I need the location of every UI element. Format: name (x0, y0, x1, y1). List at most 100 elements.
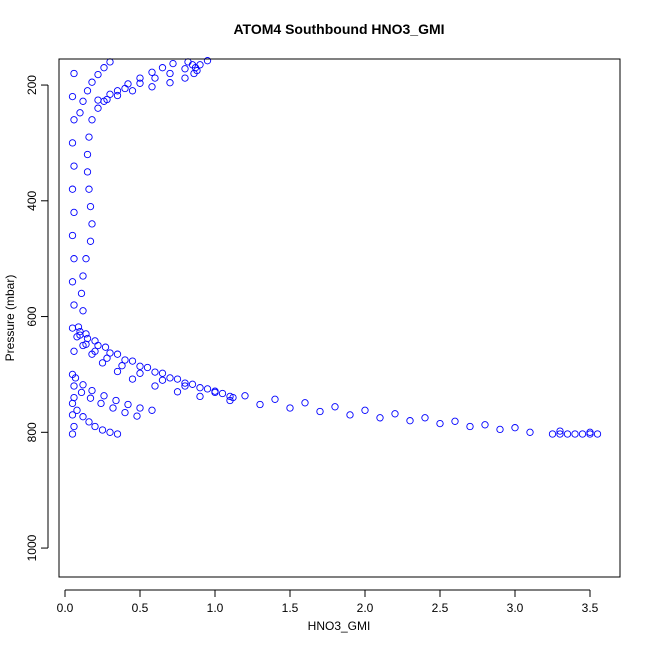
data-point (113, 430, 122, 438)
data-point (86, 202, 95, 211)
data-point (151, 368, 159, 376)
data-point (77, 289, 86, 298)
data-point (83, 168, 92, 176)
data-point (121, 408, 129, 417)
data-point (124, 400, 132, 409)
data-point (70, 255, 78, 263)
data-point (113, 350, 122, 358)
data-point (158, 369, 167, 377)
data-point (88, 116, 96, 124)
data-point (94, 70, 102, 79)
data-point (226, 392, 234, 401)
data-point (79, 307, 87, 315)
data-point (466, 422, 474, 431)
data-point (70, 162, 78, 170)
data-point (190, 69, 198, 78)
data-point (436, 419, 444, 428)
data-point (301, 399, 309, 407)
data-point (211, 388, 219, 397)
data-point (376, 414, 384, 422)
data-point (86, 394, 95, 402)
data-point (83, 87, 92, 95)
data-point (451, 417, 459, 425)
data-point (70, 422, 78, 431)
data-point (511, 424, 519, 432)
data-point (241, 392, 249, 400)
data-point (68, 185, 77, 193)
data-point (166, 69, 174, 78)
data-point (586, 428, 594, 436)
x-tick-label: 0.0 (57, 601, 74, 615)
data-point (100, 64, 108, 72)
data-point (88, 220, 96, 228)
data-point (77, 388, 86, 397)
data-point (106, 58, 114, 66)
x-axis-label: HNO3_GMI (308, 619, 371, 633)
data-point (85, 418, 93, 426)
data-point (70, 347, 78, 355)
y-tick-label: 400 (25, 190, 39, 210)
data-point (98, 426, 107, 434)
data-point (68, 278, 77, 286)
x-tick-label: 1.0 (207, 601, 224, 615)
data-point (128, 375, 137, 383)
data-point (85, 133, 93, 141)
data-point (91, 422, 99, 431)
x-tick-label: 3.0 (507, 601, 524, 615)
data-point (181, 379, 189, 387)
data-point (548, 430, 557, 438)
data-point (106, 428, 114, 436)
data-point (136, 79, 144, 87)
y-tick-label: 600 (25, 306, 39, 326)
data-point (86, 237, 95, 245)
data-point (73, 406, 81, 414)
data-point (203, 57, 212, 65)
data-point (196, 384, 204, 392)
x-tick-label: 3.5 (582, 601, 599, 615)
data-point (331, 403, 339, 411)
data-point (83, 334, 92, 343)
data-point (203, 385, 212, 393)
data-point (391, 410, 399, 418)
data-point (70, 116, 78, 124)
y-tick-label: 800 (25, 422, 39, 442)
data-point (106, 90, 114, 98)
data-point (143, 363, 152, 372)
data-point (481, 421, 489, 429)
data-point (196, 61, 204, 69)
data-point (316, 407, 324, 416)
data-point (70, 69, 78, 78)
data-point (79, 272, 87, 280)
x-tick-label: 2.0 (357, 601, 374, 615)
data-point (91, 337, 99, 345)
data-point (148, 406, 156, 414)
data-point (113, 367, 122, 376)
data-point (286, 404, 294, 412)
data-point (571, 430, 579, 438)
data-point (173, 388, 182, 396)
data-point (136, 362, 144, 370)
data-point (256, 400, 264, 409)
data-point (128, 357, 137, 365)
data-point (76, 109, 84, 117)
y-axis-label: Pressure (mbar) (3, 275, 17, 362)
chart-title: ATOM4 Southbound HNO3_GMI (233, 21, 444, 37)
data-point (88, 78, 96, 86)
data-point (218, 389, 227, 398)
data-point (97, 399, 105, 408)
data-point (173, 375, 182, 383)
data-point (79, 97, 87, 105)
data-point (76, 327, 84, 336)
data-point (70, 393, 78, 402)
data-point (158, 64, 167, 72)
data-point (578, 430, 587, 438)
data-point (136, 369, 144, 377)
data-point (113, 87, 122, 95)
data-point (121, 84, 129, 93)
data-point (79, 381, 87, 389)
data-point (563, 430, 572, 438)
data-point (68, 324, 77, 332)
data-point (106, 349, 114, 357)
data-point (68, 92, 77, 101)
